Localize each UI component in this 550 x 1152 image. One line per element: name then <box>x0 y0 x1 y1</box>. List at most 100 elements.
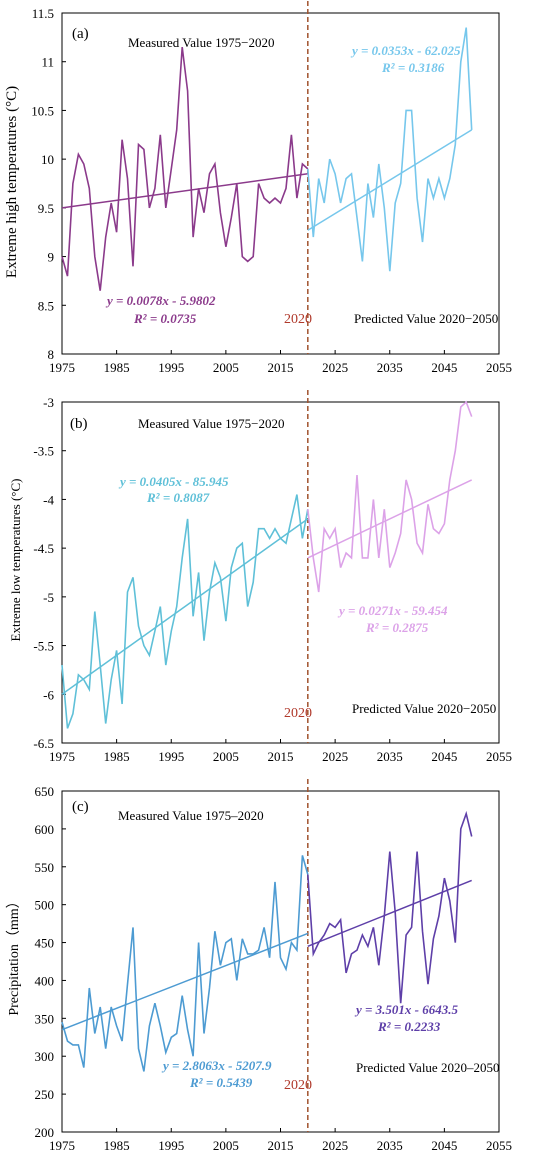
panel-a-y-tick-label: 8.5 <box>38 298 54 313</box>
panel-a-y-tick-label: 11 <box>41 55 54 70</box>
panel-c-y-tick-label: 200 <box>35 1125 55 1140</box>
panel-b-x-tick-label: 1975 <box>49 749 75 764</box>
panel-b-y-tick-label: -4 <box>43 492 54 507</box>
panel-b-y-tick-label: -5.5 <box>33 639 54 654</box>
panel-a-2020-label: 2020 <box>284 312 312 327</box>
panel-c-y-ticks: 200 250 300 350 400 450 500 550 600 650 <box>35 784 66 1140</box>
panel-c-y-tick-label: 650 <box>35 784 55 799</box>
panel-b-y-tick-label: -5 <box>43 590 54 605</box>
panel-b-x-tick-label: 2015 <box>268 749 294 764</box>
panel-a: Extreme high temperatures (°C) 8 8.5 9 9.5 1… <box>4 1 512 375</box>
panel-b-measured-label: Measured Value 1975−2020 <box>138 416 284 431</box>
panel-b-y-tick-label: -3.5 <box>33 444 54 459</box>
panel-c-y-tick-label: 550 <box>35 860 55 875</box>
panel-b-x-tick-label: 2005 <box>213 749 239 764</box>
panel-c-measured-series-line <box>61 855 309 1072</box>
panel-c: Precipitation（mm） 200 250 300 350 400 450 500 5… <box>6 779 512 1152</box>
panel-c-y-tick-label: 600 <box>35 822 55 837</box>
panel-c-predicted-series-line <box>307 810 473 1004</box>
panel-b-measured-series-line <box>61 494 309 729</box>
panel-c-2020-label: 2020 <box>284 1078 312 1093</box>
panel-a-x-tick-label: 2025 <box>322 360 348 375</box>
panel-a-ylabel: Extreme high temperatures (°C) <box>4 86 20 278</box>
panel-a-y-tick-label: 10.5 <box>31 103 54 118</box>
panel-b-x-tick-label: 2035 <box>377 749 403 764</box>
panel-a-x-tick-label: 1975 <box>49 360 75 375</box>
panel-a-y-tick-label: 8 <box>48 347 55 362</box>
panel-c-measured-r2: R² = 0.5439 <box>189 1075 253 1090</box>
panel-b-x-tick-label: 2025 <box>322 749 348 764</box>
panel-a-x-tick-label: 2045 <box>431 360 457 375</box>
panel-c-x-tick-label: 1995 <box>158 1138 184 1152</box>
panel-a-label: (a) <box>72 26 89 42</box>
panel-c-y-tick-label: 400 <box>35 973 55 988</box>
panel-c-x-tick-label: 2015 <box>268 1138 294 1152</box>
panel-c-x-ticks: 1975 1985 1995 2005 2015 2025 2035 2045 2055 <box>49 1128 512 1152</box>
panel-a-x-tick-label: 2035 <box>377 360 403 375</box>
panel-b-measured-trendline <box>61 518 309 695</box>
panel-a-measured-series-line <box>61 47 309 291</box>
panel-c-x-tick-label: 2005 <box>213 1138 239 1152</box>
panel-c-predicted-r2: R² = 0.2233 <box>377 1019 441 1034</box>
panel-b-predicted-equation: y = 0.0271x - 59.454 <box>337 603 448 618</box>
panel-c-x-tick-label: 2045 <box>431 1138 457 1152</box>
panel-c-y-tick-label: 250 <box>35 1087 55 1102</box>
panel-a-y-tick-label: 9.5 <box>38 201 54 216</box>
panel-b-measured-equation: y = 0.0405x - 85.945 <box>118 474 229 489</box>
panel-b-y-tick-label: -6.5 <box>33 736 54 751</box>
panel-b-y-tick-label: -3 <box>43 395 54 410</box>
panel-b-predicted-trendline <box>307 479 473 559</box>
panel-c-measured-equation: y = 2.8063x - 5207.9 <box>161 1058 272 1073</box>
panel-a-x-tick-label: 2015 <box>268 360 294 375</box>
panel-a-predicted-r2: R² = 0.3186 <box>381 60 445 75</box>
panel-b-predicted-series-line <box>307 400 473 593</box>
panel-c-y-tick-label: 300 <box>35 1049 55 1064</box>
panel-c-y-tick-label: 350 <box>35 1011 55 1026</box>
panel-b-y-tick-label: -6 <box>43 687 54 702</box>
panel-a-x-tick-label: 2005 <box>213 360 239 375</box>
panel-a-measured-equation: y = 0.0078x - 5.9802 <box>105 293 216 308</box>
panel-a-x-ticks: 1975 1985 1995 2005 2015 2025 2035 2045 2055 <box>49 350 512 375</box>
panel-c-x-tick-label: 2025 <box>322 1138 348 1152</box>
panel-c-predicted-label: Predicted Value 2020–2050 <box>356 1060 499 1075</box>
panel-a-x-tick-label: 1995 <box>158 360 184 375</box>
panel-b-x-tick-label: 1985 <box>104 749 130 764</box>
panel-a-y-tick-label: 10 <box>41 152 54 167</box>
panel-c-x-tick-label: 1975 <box>49 1138 75 1152</box>
panel-c-x-tick-label: 2055 <box>486 1138 512 1152</box>
panel-b-x-tick-label: 2045 <box>431 749 457 764</box>
panel-b-y-ticks: -6.5 -6 -5.5 -5 -4.5 -4 -3.5 -3 <box>33 395 66 751</box>
panel-a-measured-label: Measured Value 1975−2020 <box>128 35 274 50</box>
panel-c-plot-frame <box>61 790 500 1133</box>
panel-b-y-tick-label: -4.5 <box>33 541 54 556</box>
panel-c-predicted-equation: y = 3.501x - 6643.5 <box>354 1002 459 1017</box>
panel-c-label: (c) <box>72 799 89 815</box>
panel-a-predicted-trendline <box>307 129 473 231</box>
panel-b-x-tick-label: 1995 <box>158 749 184 764</box>
panel-a-x-tick-label: 1985 <box>104 360 130 375</box>
panel-b-predicted-r2: R² = 0.2875 <box>365 620 429 635</box>
panel-c-measured-trendline <box>61 932 309 1031</box>
panel-b: Extreme low temperatures (°C) -6.5 -6 -5.5… <box>8 390 512 764</box>
panel-a-y-tick-label: 11.5 <box>32 6 54 21</box>
panel-c-predicted-trendline <box>307 879 472 948</box>
panel-a-predicted-label: Predicted Value 2020−2050 <box>354 311 498 326</box>
panel-c-ylabel: Precipitation（mm） <box>6 894 22 1015</box>
panel-a-predicted-equation: y = 0.0353x - 62.025 <box>350 43 461 58</box>
panel-c-x-tick-label: 2035 <box>377 1138 403 1152</box>
panel-a-measured-r2: R² = 0.0735 <box>133 311 197 326</box>
panel-b-2020-label: 2020 <box>284 706 312 721</box>
panel-a-x-tick-label: 2055 <box>486 360 512 375</box>
panel-c-y-tick-label: 450 <box>35 936 55 951</box>
panel-c-measured-label: Measured Value 1975–2020 <box>118 808 264 823</box>
panel-a-predicted-series-line <box>307 27 473 272</box>
panel-b-x-ticks: 1975 1985 1995 2005 2015 2025 2035 2045 2055 <box>49 739 512 764</box>
panel-b-ylabel: Extreme low temperatures (°C) <box>8 479 23 642</box>
panel-a-y-tick-label: 9 <box>48 250 55 265</box>
panel-c-x-tick-label: 1985 <box>104 1138 130 1152</box>
panel-b-measured-r2: R² = 0.8087 <box>146 490 210 505</box>
panel-c-y-tick-label: 500 <box>35 898 55 913</box>
panel-b-label: (b) <box>70 416 88 432</box>
panel-b-x-tick-label: 2055 <box>486 749 512 764</box>
